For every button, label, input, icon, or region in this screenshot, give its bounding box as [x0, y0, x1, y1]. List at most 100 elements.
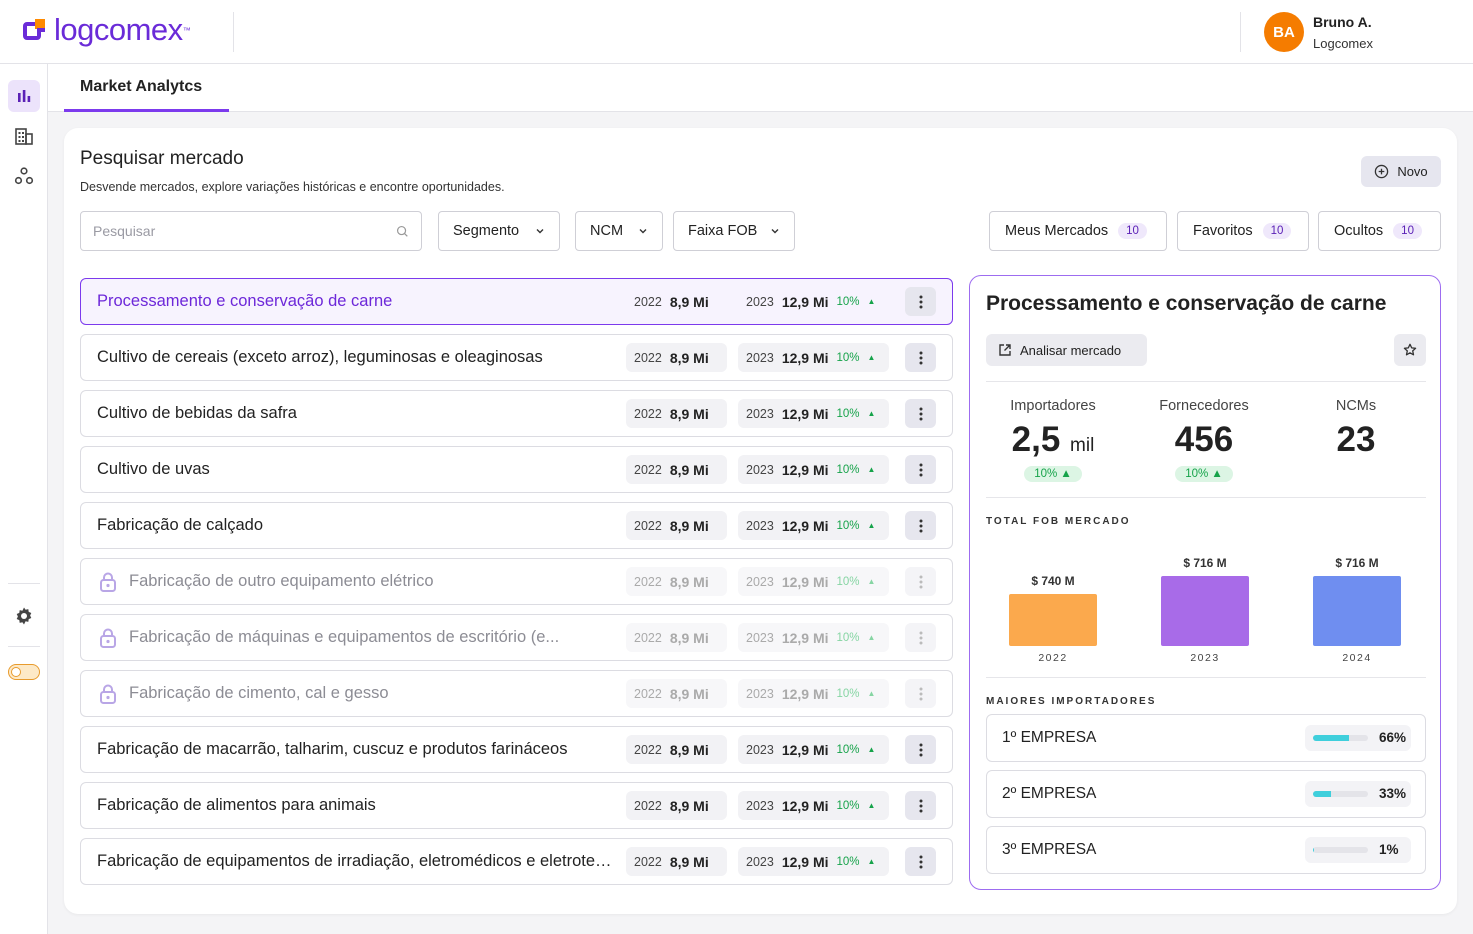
fob-value-label: $ 716 M: [1335, 556, 1379, 570]
importers-value: 2,5: [1011, 420, 1061, 459]
companies-nav-button[interactable]: [8, 120, 40, 152]
market-name: Fabricação de máquinas e equipamentos de…: [129, 628, 560, 646]
market-row[interactable]: Fabricação de macarrão, talharim, cuscuz…: [80, 726, 953, 773]
more-options-button[interactable]: [905, 623, 936, 652]
more-options-button[interactable]: [905, 791, 936, 820]
stat-2022: 2022 8,9 Mi: [626, 679, 727, 708]
analytics-nav-button[interactable]: [8, 80, 40, 112]
market-row[interactable]: Fabricação de calçado 2022 8,9 Mi 2023 12,9 …: [80, 502, 953, 549]
favorite-button[interactable]: [1394, 334, 1426, 366]
stat-2023: 2023 12,9 Mi 10% ▲: [738, 679, 889, 708]
more-options-button[interactable]: [905, 567, 936, 596]
main-card: Pesquisar mercado Desvende mercados, exp…: [64, 128, 1457, 914]
market-name: Fabricação de alimentos para animais: [97, 796, 376, 814]
sidebar: [0, 64, 48, 934]
count-badge: 10: [1393, 223, 1422, 239]
market-name: Cultivo de bebidas da safra: [97, 404, 297, 422]
trend-up-icon: ▲: [867, 577, 876, 586]
market-row[interactable]: Cultivo de bebidas da safra 2022 8,9 Mi 202…: [80, 390, 953, 437]
more-options-button[interactable]: [905, 343, 936, 372]
market-name: Fabricação de calçado: [97, 516, 264, 534]
market-row[interactable]: Cultivo de uvas 2022 8,9 Mi 2023 12,9 Mi 10% ▲: [80, 446, 953, 493]
trend-up-icon: ▲: [867, 801, 876, 810]
search-placeholder: Pesquisar: [93, 223, 156, 239]
growth-pct: 10%: [836, 743, 860, 756]
favoritos-filter[interactable]: Favoritos 10: [1177, 211, 1309, 251]
more-options-button[interactable]: [905, 399, 936, 428]
market-name: Fabricação de cimento, cal e gesso: [129, 684, 389, 702]
more-options-button[interactable]: [905, 455, 936, 484]
share-indicator: 33%: [1305, 781, 1411, 807]
kebab-icon: [919, 799, 922, 812]
kebab-icon: [919, 687, 922, 700]
share-indicator: 1%: [1305, 837, 1411, 863]
ocultos-filter[interactable]: Ocultos 10: [1318, 211, 1441, 251]
theme-toggle[interactable]: [8, 664, 40, 680]
fob-year-label: 2023: [1190, 652, 1220, 664]
meus-mercados-filter[interactable]: Meus Mercados 10: [989, 211, 1167, 251]
growth-pct: 10%: [836, 575, 860, 588]
tab-market-analytics[interactable]: Market Analytcs: [64, 64, 229, 112]
faixa-fob-dropdown[interactable]: Faixa FOB: [673, 211, 795, 251]
importer-row[interactable]: 3º EMPRESA 1%: [986, 826, 1426, 874]
kebab-icon: [919, 743, 922, 756]
market-row[interactable]: Fabricação de outro equipamento elétrico…: [80, 558, 953, 605]
trend-up-icon: ▲: [1211, 468, 1223, 480]
trend-up-icon: ▲: [867, 409, 876, 418]
user-name: Bruno A.: [1313, 14, 1372, 30]
user-org: Logcomex: [1313, 36, 1373, 51]
share-indicator: 66%: [1305, 725, 1411, 751]
fob-bar-2024: [1313, 576, 1401, 646]
network-nav-button[interactable]: [8, 160, 40, 192]
more-options-button[interactable]: [905, 735, 936, 764]
star-icon: [1403, 343, 1417, 356]
analyze-market-button[interactable]: Analisar mercado: [986, 334, 1147, 366]
fob-value-label: $ 740 M: [1031, 574, 1075, 588]
settings-button[interactable]: [8, 600, 40, 632]
logo[interactable]: logcomex ™: [22, 12, 191, 48]
market-row[interactable]: Fabricação de máquinas e equipamentos de…: [80, 614, 953, 661]
importer-name: 3º EMPRESA: [1002, 841, 1097, 858]
kebab-icon: [919, 407, 922, 420]
bar-chart-icon: [18, 90, 31, 102]
search-input[interactable]: Pesquisar: [80, 211, 422, 251]
count-badge: 10: [1262, 223, 1292, 239]
stat-2023: 2023 12,9 Mi 10% ▲: [738, 791, 889, 820]
kebab-icon: [919, 631, 922, 644]
more-options-button[interactable]: [905, 511, 936, 540]
kebab-icon: [919, 575, 922, 588]
share-pct: 33%: [1379, 786, 1407, 801]
growth-pct: 10%: [836, 463, 860, 476]
market-row[interactable]: Cultivo de cereais (exceto arroz), legum…: [80, 334, 953, 381]
kebab-icon: [919, 463, 922, 476]
market-row[interactable]: Fabricação de cimento, cal e gesso 2022 8,…: [80, 670, 953, 717]
fob-year-label: 2024: [1342, 652, 1372, 664]
segmento-dropdown[interactable]: Segmento: [438, 211, 560, 251]
share-bar: [1313, 791, 1332, 797]
suppliers-value: 456: [1174, 420, 1234, 459]
network-icon: [14, 167, 34, 185]
more-options-button[interactable]: [905, 847, 936, 876]
market-row[interactable]: Fabricação de alimentos para animais 2022…: [80, 782, 953, 829]
share-pct: 1%: [1379, 842, 1399, 857]
more-options-button[interactable]: [905, 679, 936, 708]
search-icon: [396, 225, 408, 237]
plus-circle-icon: [1375, 164, 1389, 179]
ncm-dropdown[interactable]: NCM: [575, 211, 663, 251]
importer-row[interactable]: 1º EMPRESA 66%: [986, 714, 1426, 762]
trend-up-icon: ▲: [867, 745, 876, 754]
market-row[interactable]: Processamento e conservação de carne 2022…: [80, 278, 953, 325]
trend-up-icon: ▲: [867, 521, 876, 530]
avatar[interactable]: BA: [1264, 12, 1304, 52]
importer-row[interactable]: 2º EMPRESA 33%: [986, 770, 1426, 818]
growth-pct: 10%: [836, 855, 860, 868]
more-options-button[interactable]: [905, 287, 936, 316]
new-button[interactable]: Novo: [1361, 156, 1441, 187]
building-icon: [15, 128, 33, 145]
importer-name: 2º EMPRESA: [1002, 785, 1097, 802]
stat-2023: 2023 12,9 Mi 10% ▲: [738, 455, 889, 484]
lock-icon: [100, 684, 116, 704]
market-row[interactable]: Fabricação de equipamentos de irradiação…: [80, 838, 953, 885]
stat-2022: 2022 8,9 Mi: [626, 623, 727, 652]
stat-2023: 2023 12,9 Mi 10% ▲: [738, 847, 889, 876]
